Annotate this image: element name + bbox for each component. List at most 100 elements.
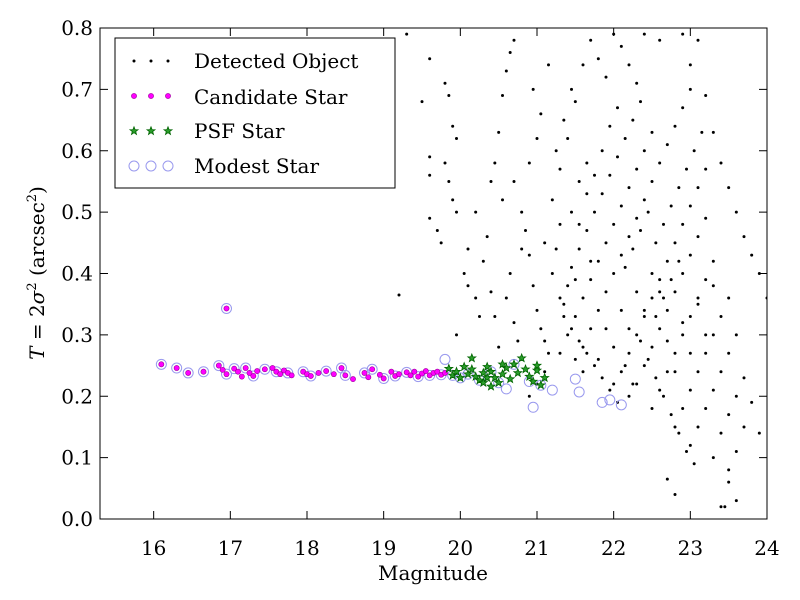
legend-markers: [128, 59, 174, 172]
dot-point: [531, 284, 535, 288]
open-circle-point: [439, 353, 451, 365]
dot-point: [665, 259, 669, 263]
dot-point: [681, 321, 685, 325]
open-circle-point: [527, 401, 539, 413]
dot-point: [631, 382, 635, 386]
dot-point: [616, 155, 619, 159]
open-circle-point: [462, 368, 474, 380]
dot-point: [600, 376, 604, 380]
dot-point: [604, 75, 608, 79]
dot-point: [750, 400, 754, 404]
dot-point: [570, 327, 573, 331]
dot-point: [474, 210, 478, 214]
dot-point: [704, 351, 708, 355]
dot-point: [539, 112, 543, 116]
small-circle-point: [269, 365, 276, 371]
dot-point: [750, 253, 754, 257]
dot-point: [685, 167, 688, 171]
open-circle-point: [182, 367, 194, 379]
open-circle-point: [259, 363, 271, 375]
dot-point: [673, 425, 677, 429]
series-dot: [397, 32, 767, 509]
dot-point: [627, 186, 631, 190]
dot-point: [681, 222, 685, 226]
dot-point: [573, 278, 577, 282]
small-circle-point: [330, 371, 337, 378]
dot-point: [692, 462, 696, 466]
dot-point: [527, 253, 531, 257]
dot-point: [688, 314, 692, 318]
dot-point: [612, 345, 616, 349]
dot-point: [455, 136, 458, 140]
dot-point: [704, 278, 708, 282]
open-circle-point: [569, 373, 581, 385]
dot-point: [593, 364, 596, 368]
dot-point: [681, 407, 685, 411]
dot-point: [531, 87, 535, 91]
dot-point: [573, 100, 577, 104]
dot-point: [627, 235, 631, 239]
dot-point: [550, 272, 554, 275]
dot-point: [539, 327, 543, 331]
x-tick-label: 23: [678, 536, 703, 560]
dot-point: [596, 57, 600, 61]
dot-point: [604, 290, 608, 294]
dot-point: [734, 210, 738, 214]
dot-point: [570, 265, 573, 269]
dot-point: [558, 167, 562, 171]
dot-point: [535, 308, 539, 312]
dot-point: [466, 284, 470, 288]
small-circle-point: [158, 361, 165, 368]
dot-point: [673, 492, 677, 496]
dot-point: [654, 376, 658, 380]
open-circle-point: [221, 302, 232, 314]
dot-point: [719, 314, 723, 318]
dot-point: [589, 259, 593, 263]
dot-point: [443, 161, 447, 165]
y-axis-label: T = 2σ2 (arcsec2): [25, 186, 49, 360]
dot-point: [673, 370, 677, 374]
dot-point: [428, 57, 432, 61]
y-tick-label: 0.5: [61, 200, 93, 224]
series-small-circle: [158, 305, 448, 382]
dot-point: [570, 87, 573, 91]
dot-point: [604, 241, 608, 245]
dot-point: [520, 247, 524, 251]
dot-point: [723, 505, 727, 509]
legend-label-psf: PSF Star: [194, 119, 285, 143]
dot-point: [639, 229, 642, 233]
dot-point: [635, 290, 639, 294]
small-circle-point: [288, 372, 295, 379]
dot-point: [658, 388, 662, 392]
open-circle-point: [213, 360, 225, 372]
dot-point: [623, 136, 627, 140]
small-circle-point: [261, 366, 268, 373]
dot-point: [474, 296, 478, 300]
dot-point: [493, 161, 497, 165]
dot-point: [581, 296, 585, 300]
dot-point: [577, 339, 581, 343]
x-tick-label: 24: [754, 536, 779, 560]
x-tick-label: 20: [448, 536, 473, 560]
dot-point: [562, 302, 566, 306]
dot-point: [642, 314, 646, 318]
dot-point: [639, 339, 642, 343]
small-circle-point: [407, 372, 414, 379]
dot-point: [554, 149, 558, 153]
dot-point: [719, 161, 723, 165]
dot-point: [512, 179, 516, 183]
y-axis-label-eq: = 2: [25, 304, 49, 346]
dot-point: [405, 32, 409, 36]
dot-point: [654, 241, 658, 245]
dot-point: [734, 449, 738, 453]
small-circle-point: [307, 373, 314, 379]
dot-point: [635, 333, 639, 337]
dot-point: [642, 308, 646, 312]
dot-point: [439, 241, 443, 245]
small-circle-point: [415, 373, 422, 380]
dot-point: [512, 38, 516, 42]
dot-point: [711, 130, 715, 134]
dot-point: [642, 149, 646, 153]
dot-point: [677, 259, 681, 263]
